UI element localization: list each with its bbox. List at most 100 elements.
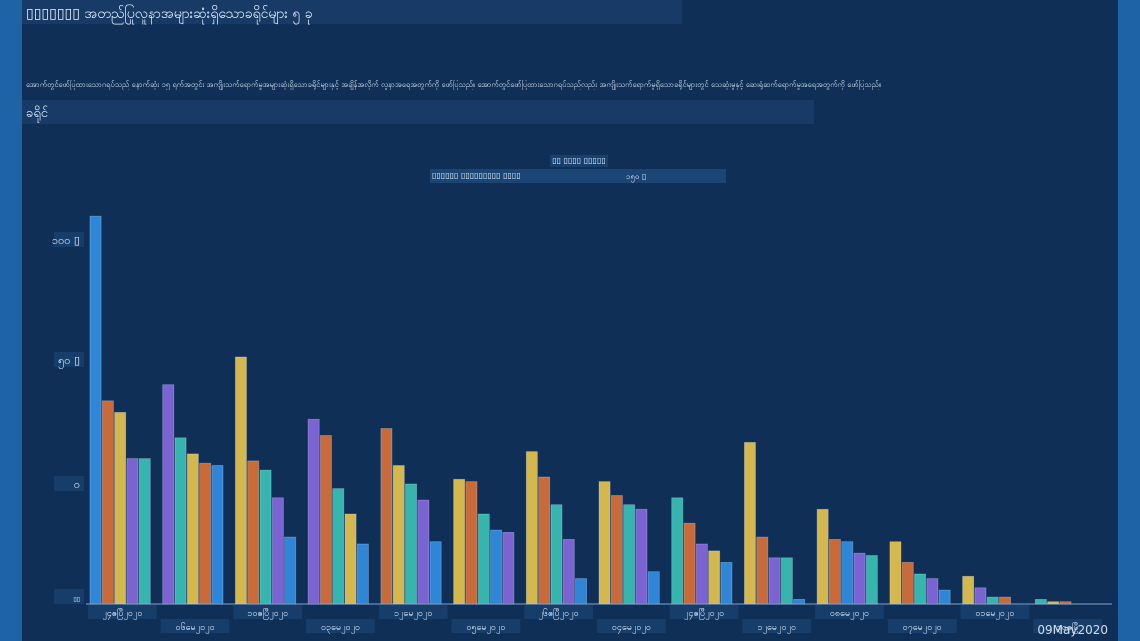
bar[interactable] <box>380 428 393 605</box>
page-title: ▯▯▯▯▯▯▯ အတည်ပြုလူနာအများဆုံးရှိသောခရိုင်… <box>26 6 313 22</box>
bar[interactable] <box>901 562 914 605</box>
bar[interactable] <box>211 465 224 605</box>
x-tick-label-bg <box>960 605 1030 619</box>
bar[interactable] <box>525 451 538 605</box>
x-tick-label: ၀၆မေ၂၀၂၀ <box>176 622 215 634</box>
bar[interactable] <box>635 508 648 605</box>
bar[interactable] <box>405 483 418 605</box>
bar[interactable] <box>392 465 405 605</box>
bar[interactable] <box>138 458 151 605</box>
bar[interactable] <box>162 384 175 605</box>
bar[interactable] <box>550 504 563 605</box>
bar[interactable] <box>284 536 297 605</box>
bar[interactable] <box>538 476 551 605</box>
right-edge <box>1118 0 1140 641</box>
bar[interactable] <box>816 508 829 605</box>
y-tick-label-bg <box>54 232 84 247</box>
x-tick-label-bg <box>669 605 739 619</box>
x-tick-label-bg <box>233 605 303 619</box>
bar[interactable] <box>562 539 575 605</box>
bar[interactable] <box>756 536 769 605</box>
y-tick-label: ▯▯ <box>73 596 80 603</box>
bar[interactable] <box>926 578 939 605</box>
bar[interactable] <box>780 557 793 605</box>
x-tick-label-bg <box>378 605 448 619</box>
bar[interactable] <box>793 599 806 605</box>
bar[interactable] <box>1059 601 1072 605</box>
bar[interactable] <box>962 575 975 605</box>
bar[interactable] <box>465 481 478 605</box>
bar[interactable] <box>114 411 127 605</box>
bar[interactable] <box>89 215 102 605</box>
section-bar <box>22 100 814 124</box>
left-edge <box>0 0 22 641</box>
bar[interactable] <box>199 462 212 605</box>
bar[interactable] <box>575 578 588 605</box>
bar[interactable] <box>671 497 684 605</box>
x-tick-label: ၁၂မေ၂၀၂၀ <box>758 623 796 634</box>
bar[interactable] <box>126 458 139 605</box>
bar[interactable] <box>999 596 1012 605</box>
bar[interactable] <box>174 437 187 605</box>
bar[interactable] <box>101 400 114 605</box>
y-tick-label: ၅ဝ ▯ <box>58 354 80 369</box>
x-tick-label-bg <box>524 605 593 619</box>
bar[interactable] <box>938 589 951 605</box>
bar[interactable] <box>889 541 902 605</box>
bar[interactable] <box>356 543 369 605</box>
x-tick-label-bg <box>306 619 375 633</box>
bar[interactable] <box>623 504 636 605</box>
bar[interactable] <box>768 557 781 605</box>
x-tick-label: ၀၇မေ၂၀၂၀ <box>903 623 942 634</box>
bar[interactable] <box>708 550 721 605</box>
x-tick-label-bg <box>160 619 230 633</box>
bar[interactable] <box>344 513 357 605</box>
x-tick-label: ၁၀ဧပြီ၂၀၂၀ <box>247 608 288 620</box>
bar[interactable] <box>307 418 320 605</box>
legend-left-label: ▯▯▯▯▯▯ ▯▯▯▯▯▯▯▯▯ ▯▯▯▯ <box>432 171 521 180</box>
bar[interactable] <box>271 497 284 605</box>
bar[interactable] <box>247 460 260 605</box>
bar[interactable] <box>1034 599 1047 605</box>
bar[interactable] <box>319 435 332 605</box>
bar[interactable] <box>259 469 272 605</box>
bar[interactable] <box>720 562 733 605</box>
y-tick-label: ဝ <box>74 478 80 491</box>
bar[interactable] <box>598 481 611 605</box>
date-stamp: 09May2020 <box>1037 623 1108 637</box>
bar[interactable] <box>841 541 854 605</box>
bar[interactable] <box>610 495 623 605</box>
bar[interactable] <box>647 571 660 605</box>
x-tick-label: ၀၈မေ၂၀၂၀ <box>830 609 869 620</box>
bar[interactable] <box>853 552 866 605</box>
x-tick-label: ၀၁မေ၂၀၂၀ <box>975 609 1014 620</box>
bar[interactable] <box>332 488 345 605</box>
bar[interactable] <box>502 532 515 605</box>
bar[interactable] <box>429 541 442 605</box>
bar[interactable] <box>829 539 841 605</box>
bar[interactable] <box>986 596 999 605</box>
legend-box[interactable] <box>430 169 726 183</box>
x-tick-label: ၀၅မေ၂၀၂၀ <box>466 623 505 634</box>
x-tick-label: ၂၄ဧပြီ၂၀၂၀ <box>684 608 724 620</box>
dashboard-panel: ▯▯▯▯▯▯▯ အတည်ပြုလူနာအများဆုံးရှိသောခရိုင်… <box>22 0 1118 641</box>
bar[interactable] <box>683 522 696 605</box>
bar[interactable] <box>695 543 708 605</box>
x-tick-label-bg <box>1033 619 1102 633</box>
bar[interactable] <box>974 587 987 605</box>
x-tick-label-bg <box>88 605 157 619</box>
bar[interactable] <box>234 356 247 605</box>
bar[interactable] <box>490 529 503 605</box>
bar[interactable] <box>453 478 466 605</box>
x-tick-label: ၀၄မေ၂၀၂၀ <box>612 623 651 634</box>
chart-description: အောက်တွင်ဖော်ပြထားသောဂရပ်သည် နောက်ဆုံး ၁… <box>26 80 882 89</box>
bar[interactable] <box>417 499 430 605</box>
bar[interactable] <box>865 555 878 605</box>
bar[interactable] <box>186 453 199 605</box>
x-tick-label: ၀၃မေ၂၀၂၀ <box>321 623 360 634</box>
bar[interactable] <box>1047 601 1060 605</box>
bar[interactable] <box>744 441 756 605</box>
bar[interactable] <box>914 573 927 605</box>
x-tick-label: ၁၂မေ၂၀၂၀ <box>394 609 432 620</box>
bar[interactable] <box>477 513 490 605</box>
